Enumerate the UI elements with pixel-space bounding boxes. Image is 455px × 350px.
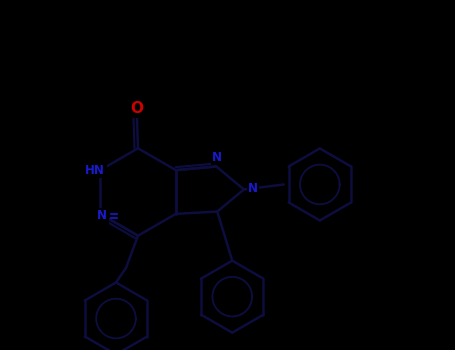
Text: N: N [97, 209, 107, 222]
Text: N: N [212, 151, 222, 164]
Text: HN: HN [85, 164, 105, 177]
Text: O: O [131, 101, 143, 116]
Text: N: N [248, 182, 258, 195]
